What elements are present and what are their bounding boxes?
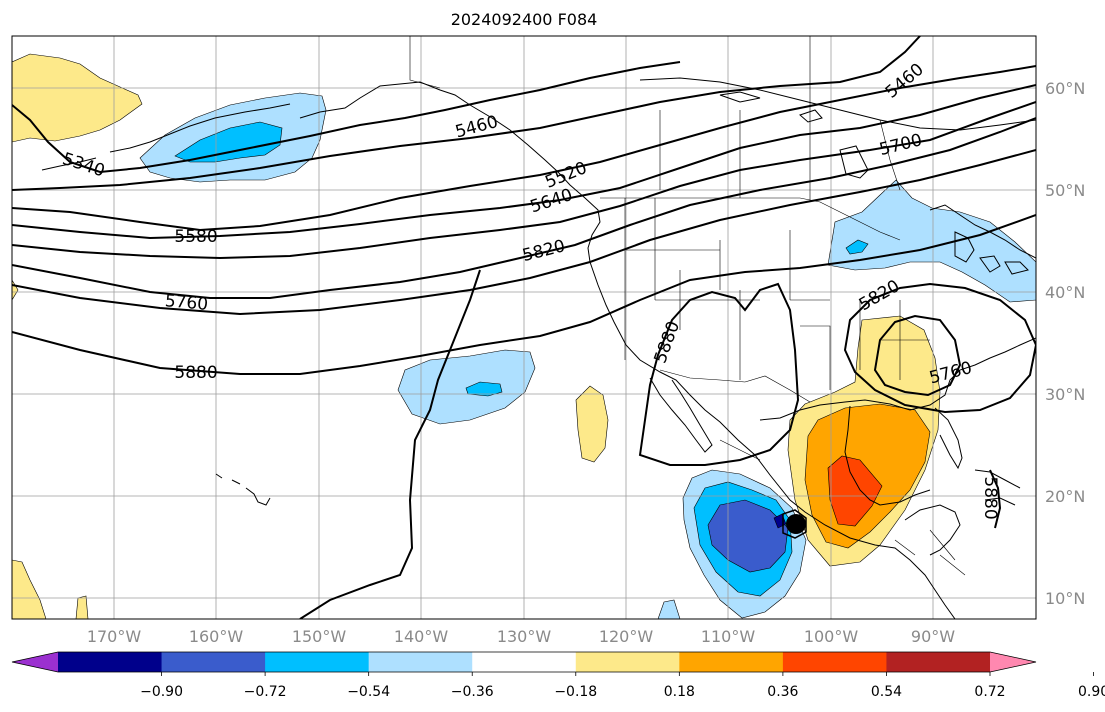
colorbar-tick-label: −0.72 [244, 684, 287, 700]
colorbar-segment [368, 652, 473, 672]
contour-label: 5880 [980, 476, 1000, 519]
lat-label: 30°N [1045, 385, 1085, 404]
contour-label: 5580 [174, 227, 217, 247]
colorbar-segment [472, 652, 577, 672]
negative-anomaly-subtropical-pacific [397, 349, 536, 425]
colorbar-tick-label: −0.18 [554, 684, 597, 700]
colorbar-tick-label: 0.90 [1078, 684, 1105, 700]
lat-label: 60°N [1045, 79, 1085, 98]
colorbar-tick-label: −0.90 [140, 684, 183, 700]
contour-label: 5880 [174, 363, 217, 383]
positive-anomaly-sw-small [75, 595, 89, 619]
negative-anomaly-great-lakes-core [845, 239, 869, 255]
lon-label: 100°W [804, 627, 859, 646]
lon-label: 90°W [911, 627, 955, 646]
colorbar-outline [11, 651, 1037, 673]
latitude-labels: 60°N 50°N 40°N 30°N 20°N 10°N [1045, 79, 1085, 608]
contour-label: 5760 [164, 291, 209, 315]
colorbar-tick-label: −0.36 [451, 684, 494, 700]
coastlines [41, 77, 1036, 619]
lon-label: 130°W [497, 627, 552, 646]
positive-anomaly-gulf-mexico-core [827, 455, 883, 527]
colorbar-segment [679, 652, 784, 672]
longitude-labels: 170°W 160°W 150°W 140°W 130°W 120°W 110°… [87, 627, 955, 646]
colorbar-segment [58, 652, 163, 672]
lon-label: 120°W [599, 627, 654, 646]
height-contours [12, 36, 1036, 619]
colorbar-segment [782, 652, 887, 672]
lat-label: 10°N [1045, 589, 1085, 608]
political-borders [409, 36, 966, 576]
negative-anomaly-great-lakes [827, 179, 1036, 303]
tropical-system-marker [782, 509, 807, 539]
positive-anomaly-nw-pacific [12, 53, 143, 143]
colorbar-segment [161, 652, 266, 672]
lon-label: 150°W [292, 627, 347, 646]
lat-label: 50°N [1045, 181, 1085, 200]
negative-anomaly-south-small [657, 599, 681, 619]
lon-label: 140°W [394, 627, 449, 646]
lon-label: 160°W [189, 627, 244, 646]
colorbar-tick-label: 0.18 [664, 684, 695, 700]
lat-label: 40°N [1045, 283, 1085, 302]
lon-label: 170°W [87, 627, 142, 646]
colorbar-extend-max [990, 652, 1036, 672]
colorbar-tick-label: 0.72 [974, 684, 1005, 700]
positive-anomaly-sw-corner [12, 559, 47, 619]
colorbar: −0.90 −0.72 −0.54 −0.36 −0.18 0.18 0.36 0.54 0.7… [11, 651, 1105, 700]
figure-title: 2024092400 F084 [451, 10, 598, 29]
lat-label: 20°N [1045, 487, 1085, 506]
negative-anomaly-gulf-alaska-core [174, 121, 283, 163]
colorbar-segment [575, 652, 680, 672]
map-panel: 5340 5460 5460 5520 5580 5640 5700 5760 … [11, 35, 1037, 620]
anomaly-shading [12, 53, 1036, 619]
colorbar-tick-label: 0.36 [767, 684, 798, 700]
colorbar-tick-label: 0.54 [871, 684, 902, 700]
colorbar-tick-label: −0.54 [347, 684, 390, 700]
lon-label: 110°W [701, 627, 756, 646]
colorbar-extend-min [12, 652, 58, 672]
positive-anomaly-east-pacific [575, 385, 609, 463]
colorbar-segment [886, 652, 991, 672]
map-frame [11, 35, 1037, 620]
colorbar-segment [265, 652, 370, 672]
